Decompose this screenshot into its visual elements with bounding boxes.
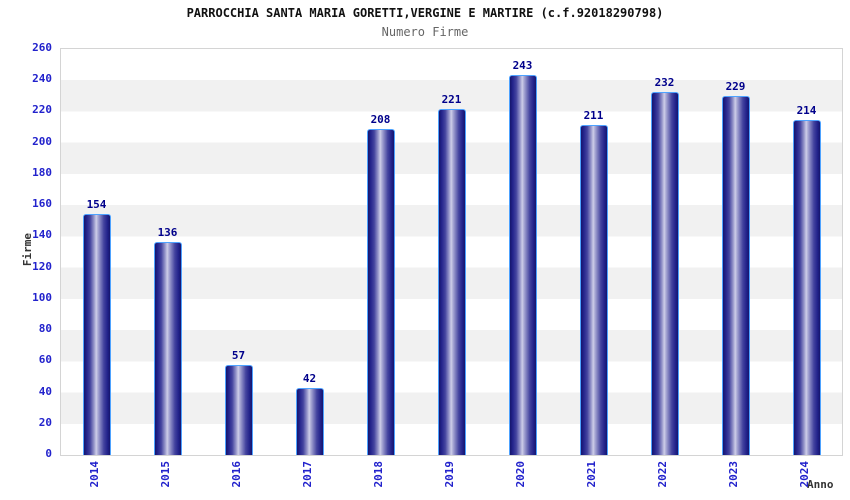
y-axis-tick: 0 (45, 447, 52, 460)
bar (295, 388, 324, 455)
x-axis-title: Anno (807, 478, 834, 491)
y-axis-tick: 240 (32, 72, 52, 86)
bar-value-label: 211 (583, 108, 604, 122)
bar-value-label: 221 (441, 92, 462, 106)
bar (437, 108, 466, 455)
bar-value-label: 57 (231, 348, 246, 362)
bar-value-label: 154 (86, 197, 107, 211)
plot-area: 154 136 57 42 208 221 243 211 232 229 214 (60, 48, 843, 456)
bar (153, 241, 182, 455)
y-axis-tick: 80 (38, 322, 52, 336)
bar (224, 365, 253, 455)
bar (721, 96, 750, 455)
bar (579, 124, 608, 455)
bar (508, 74, 537, 455)
x-axis-tick: 2018 (371, 461, 385, 488)
x-axis-tick: 2023 (726, 461, 740, 488)
x-axis-tick: 2017 (300, 461, 314, 488)
bar (650, 91, 679, 455)
x-axis-tick: 2024 (797, 461, 811, 488)
y-axis-tick: 120 (32, 259, 52, 273)
y-axis-tick: 140 (32, 228, 52, 242)
bar-value-label: 136 (157, 225, 178, 239)
x-axis-tick: 2016 (229, 461, 243, 488)
chart-title: PARROCCHIA SANTA MARIA GORETTI,VERGINE E… (186, 6, 664, 20)
y-axis-tick: 40 (38, 384, 52, 398)
bar (792, 119, 821, 455)
bar-value-label: 42 (302, 372, 317, 386)
bar-value-label: 243 (512, 58, 533, 72)
y-axis-tick: 60 (38, 353, 52, 367)
bar-value-label: 232 (654, 75, 675, 89)
y-axis-tick: 260 (32, 41, 52, 54)
y-axis-tick: 180 (32, 165, 52, 179)
bar-value-label: 214 (796, 103, 817, 117)
y-axis-tick: 200 (32, 134, 52, 148)
bar-value-label: 229 (725, 80, 746, 94)
chart-subtitle: Numero Firme (381, 25, 469, 39)
bar (82, 213, 111, 455)
x-axis-tick: 2019 (442, 461, 456, 488)
x-axis-tick: 2014 (87, 461, 101, 488)
x-axis-tick: 2015 (158, 461, 172, 488)
bar (366, 129, 395, 455)
y-axis-tick: 20 (38, 415, 52, 429)
x-axis-tick: 2020 (513, 461, 527, 488)
y-axis-tick: 100 (32, 290, 52, 304)
bar-value-label: 208 (370, 113, 391, 127)
y-axis-tick: 220 (32, 103, 52, 117)
x-axis-tick: 2022 (655, 461, 669, 488)
y-axis-tick: 160 (32, 197, 52, 211)
x-axis-tick: 2021 (584, 461, 598, 488)
